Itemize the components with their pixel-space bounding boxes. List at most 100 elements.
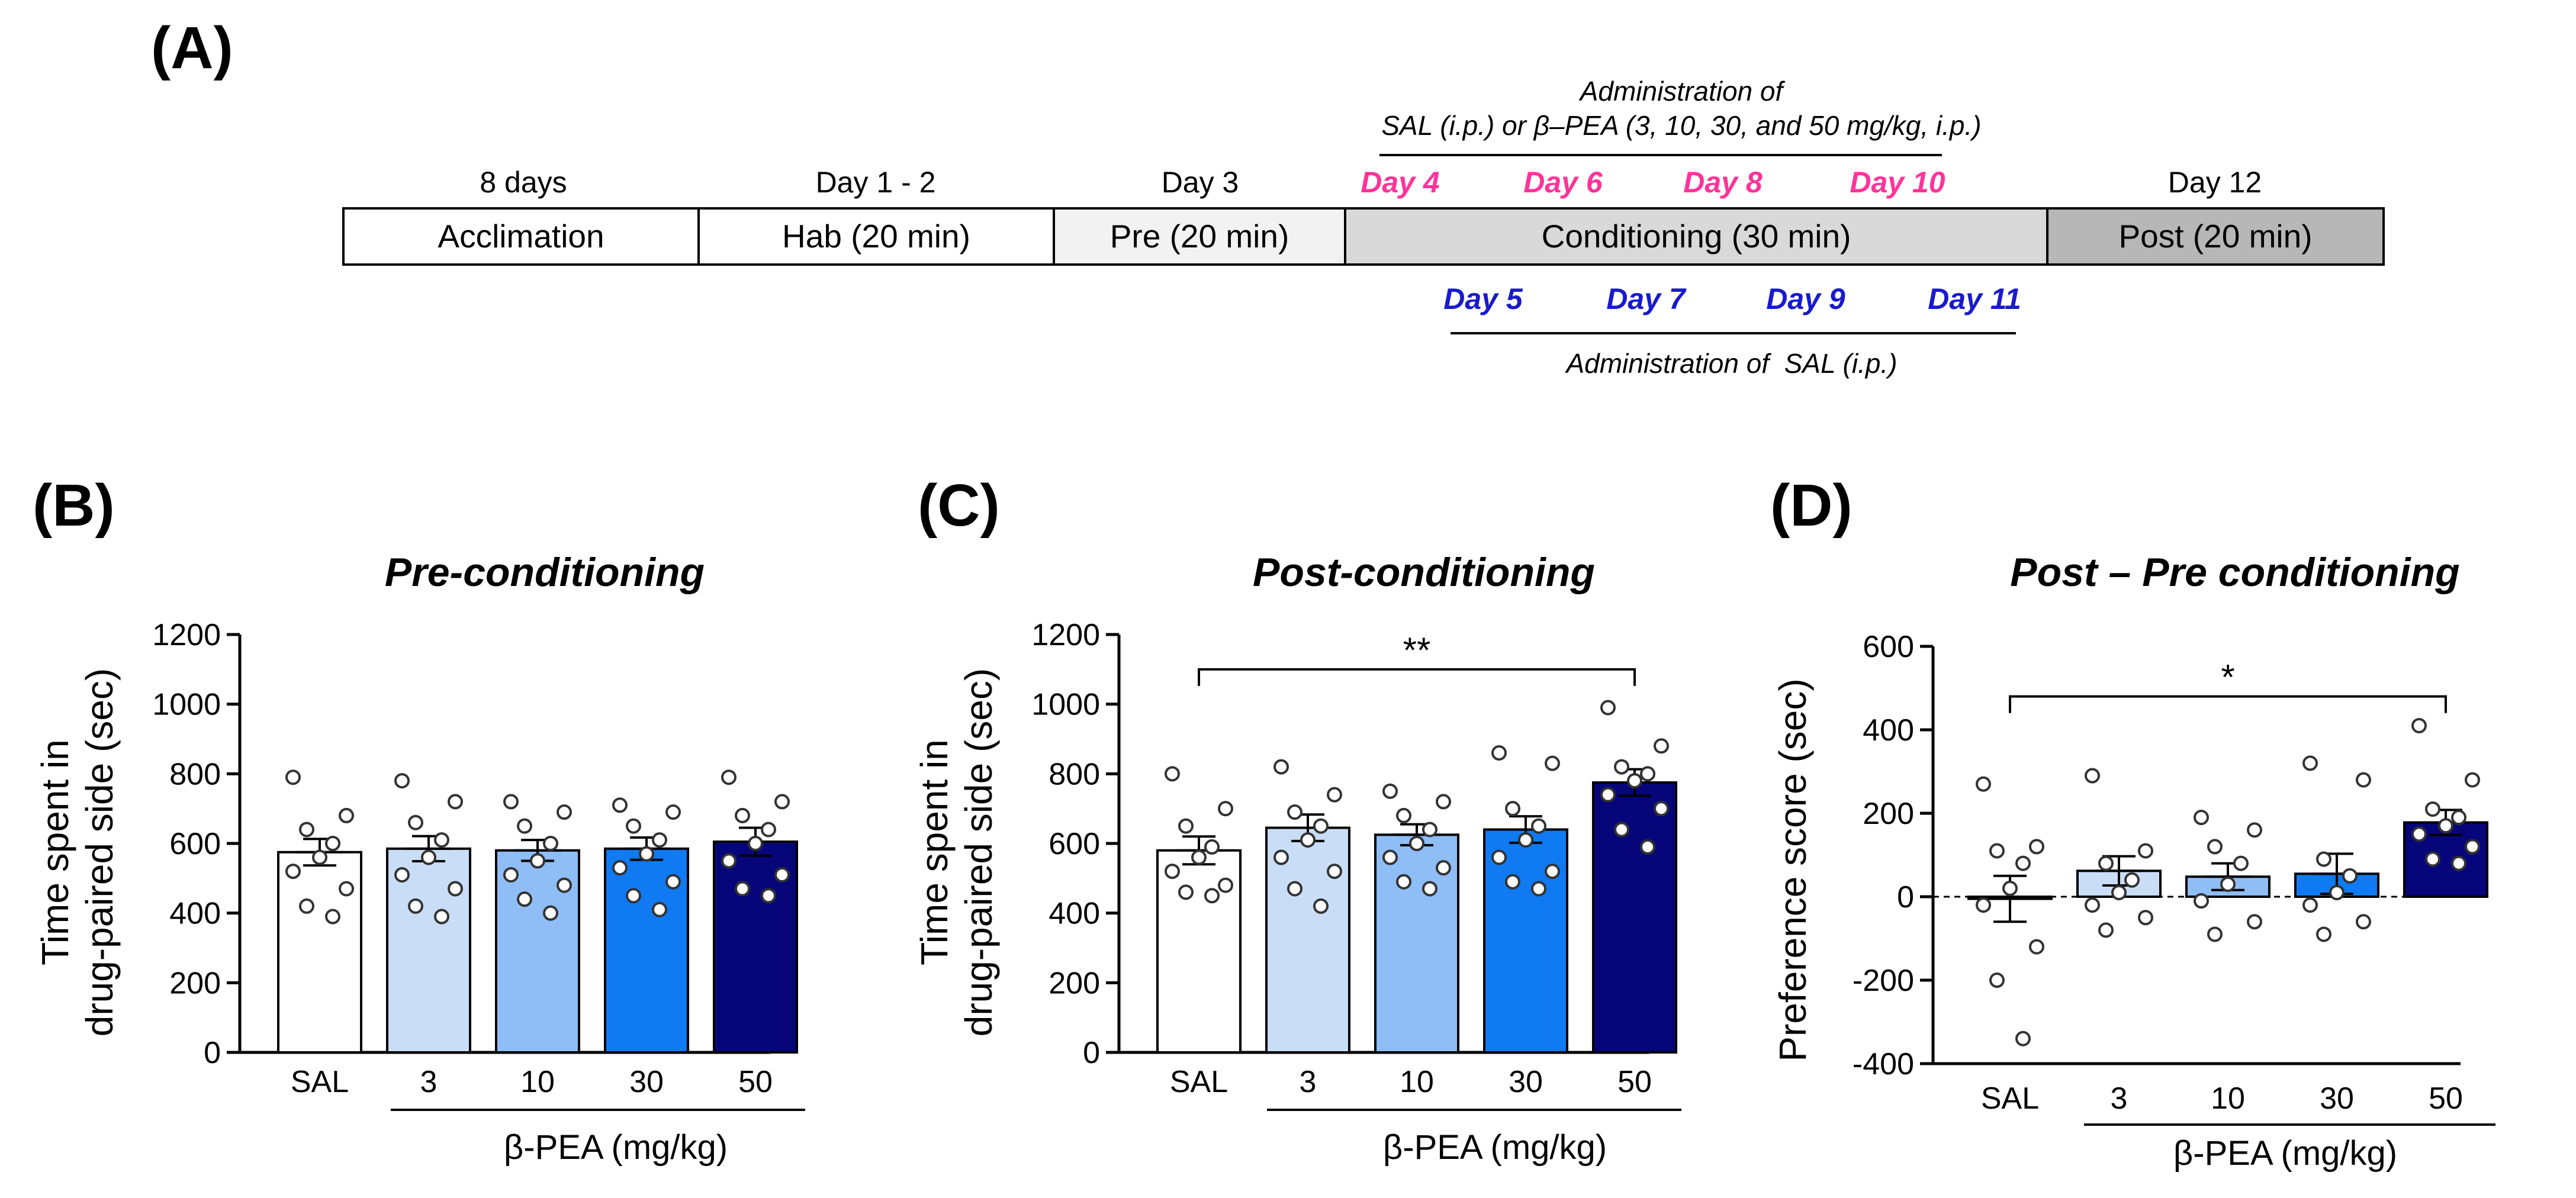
data-point [408,898,423,914]
chart-panel-b: (B) Pre-conditioning Time spent in drug-… [33,472,805,1167]
chart-b-ylabel-2: drug-paired side (sec) [78,668,121,1037]
data-point [1976,776,1991,792]
y-tick-label: 1000 [152,688,221,722]
data-point [2207,839,2223,855]
data-point [394,867,410,883]
segment-label-acclimation: Acclimation [438,218,604,255]
data-point [1531,881,1546,897]
data-point [1287,881,1303,897]
data-point [1545,755,1560,771]
data-point [2425,801,2440,817]
y-tick-label: -400 [1853,1047,1914,1081]
data-point [639,846,654,862]
y-tick-label: 0 [1083,1036,1100,1070]
segment-box-pre [1053,207,1346,266]
data-point [652,901,667,917]
y-tick-label: 0 [204,1036,221,1070]
data-point [1518,832,1533,848]
data-point [2029,939,2044,955]
x-tick-label-10: 10 [520,1065,555,1099]
data-point [1396,874,1411,890]
segment-top-hab: Day 1 - 2 [816,166,936,199]
data-point [312,849,327,865]
data-point [2425,851,2440,867]
data-point [2207,926,2223,942]
data-point [1491,745,1507,761]
x-tick-label-50: 50 [2429,1081,2463,1116]
data-point [761,888,776,904]
data-point [1191,849,1207,865]
segment-label-post: Post (20 min) [2118,218,2312,255]
panel-a: (A) Administration of SAL (i.p.) or β–PE… [151,15,2385,379]
data-point [2002,880,2018,896]
pink-day-10: Day 10 [1850,166,1945,199]
data-point [735,881,750,897]
chart-d-title: Post – Pre conditioning [2010,550,2459,595]
data-point [2124,872,2140,888]
data-point [2085,897,2100,913]
data-point [2194,810,2209,826]
blue-day-9: Day 9 [1766,282,1845,315]
y-tick-label: 200 [1049,966,1100,1000]
data-point [1178,818,1194,834]
data-point [2316,926,2331,942]
data-point [2247,914,2262,930]
data-point [1640,766,1655,782]
y-tick-label: 0 [1897,880,1914,914]
segment-top-acclimation: 8 days [480,166,567,199]
data-point [1313,818,1329,834]
chart-b-title: Pre-conditioning [385,550,705,595]
segment-top-post: Day 12 [2168,166,2262,199]
segment-box-hab [697,207,1055,266]
data-point [721,853,737,869]
y-tick-label: -200 [1853,964,1914,998]
chart-c-xlabel: β-PEA (mg/kg) [1383,1128,1607,1167]
segment-label-hab: Hab (20 min) [782,218,970,255]
y-tick-label: 800 [1049,757,1100,791]
y-tick-label: 600 [169,827,221,861]
chart-d-xlabel: β-PEA (mg/kg) [2173,1134,2397,1173]
data-point [1382,849,1398,865]
blue-day-11: Day 11 [1928,282,2021,315]
x-tick-label-30: 30 [2320,1081,2354,1116]
data-point [503,794,519,810]
data-point [285,769,301,785]
data-point [557,804,572,820]
data-point [1327,864,1342,880]
data-point [1273,849,1289,865]
data-point [2138,843,2153,859]
chart-c-title: Post-conditioning [1253,550,1595,595]
data-point [2247,822,2262,838]
data-point [1273,759,1289,775]
data-point [557,877,572,893]
data-point [2438,818,2453,834]
data-point [517,818,532,834]
y-tick-label: 1200 [1031,618,1100,652]
data-point [748,836,763,851]
data-point [735,807,750,823]
y-tick-label: 1200 [152,618,221,652]
data-point [1654,738,1669,754]
data-point [2015,1030,2031,1046]
data-point [2302,897,2318,913]
data-point [2138,910,2153,926]
x-tick-label-10: 10 [1400,1065,1434,1099]
x-tick-label-30: 30 [629,1065,664,1099]
x-tick-label-50: 50 [1617,1065,1652,1099]
data-point [1976,897,1991,913]
data-point [1422,822,1437,838]
data-point [1313,898,1329,914]
data-point [774,867,790,883]
data-point [1505,801,1520,817]
data-point [1491,849,1507,865]
data-point [1505,874,1520,890]
data-point [1204,888,1220,904]
data-point [299,898,314,914]
data-point [1396,807,1411,823]
data-point [721,769,737,785]
data-point [2465,772,2480,788]
y-tick-label: 1000 [1031,688,1100,722]
segment-label-pre: Pre (20 min) [1110,218,1289,255]
data-point [448,794,463,810]
pink-day-4: Day 4 [1361,166,1439,199]
